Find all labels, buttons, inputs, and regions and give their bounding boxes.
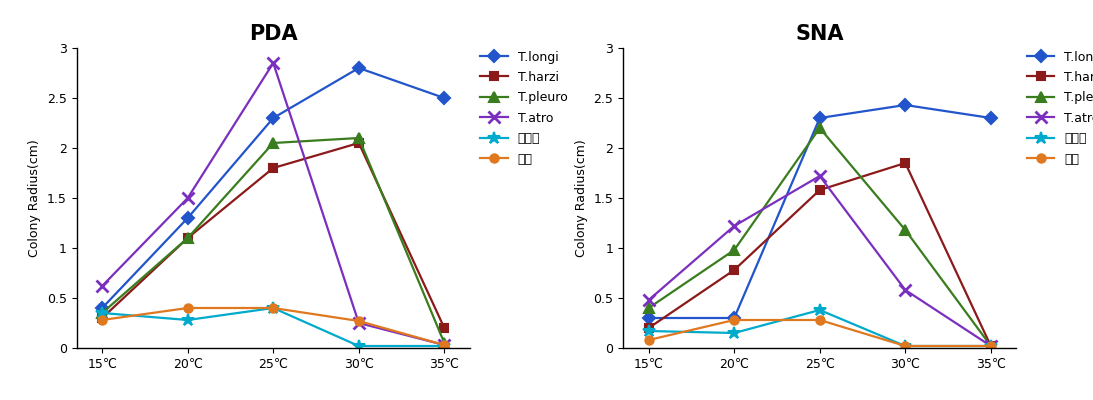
Line: T.longi: T.longi [645,101,995,322]
버들 [642,338,655,342]
T.harzi [642,326,655,330]
T.longi [352,66,365,70]
Line: T.pleuro: T.pleuro [97,133,449,348]
진버들 [181,318,195,322]
Legend: T.longi, T.harzi, T.pleuro, T.atro, 진버들, 버들: T.longi, T.harzi, T.pleuro, T.atro, 진버들,… [1024,48,1093,168]
진버들 [95,310,108,315]
버들 [267,306,280,310]
T.longi [813,116,826,120]
T.atro [728,224,741,228]
T.longi [438,96,451,100]
T.harzi [898,160,912,166]
T.pleuro [985,344,998,348]
Y-axis label: Colony Radius(cm): Colony Radius(cm) [28,139,42,257]
Line: T.atro: T.atro [643,170,997,352]
Y-axis label: Colony Radius(cm): Colony Radius(cm) [575,139,588,257]
T.pleuro [181,236,195,240]
T.atro [898,288,912,292]
T.longi [985,116,998,120]
진버들 [985,344,998,348]
T.harzi [267,166,280,170]
버들 [985,344,998,348]
진버들 [642,329,655,334]
진버들 [267,306,280,310]
T.atro [985,344,998,348]
진버들 [898,344,912,348]
T.harzi [813,188,826,192]
T.pleuro [438,340,451,345]
Line: T.longi: T.longi [98,64,448,312]
T.pleuro [95,310,108,315]
T.longi [728,316,741,320]
T.atro [642,298,655,302]
Title: SNA: SNA [796,24,844,44]
T.harzi [438,326,451,330]
T.longi [95,306,108,310]
버들 [813,318,826,322]
진버들 [813,308,826,312]
T.atro [181,196,195,200]
Legend: T.longi, T.harzi, T.pleuro, T.atro, 진버들, 버들: T.longi, T.harzi, T.pleuro, T.atro, 진버들,… [478,48,571,168]
Line: 버들: 버들 [645,316,995,350]
버들 [728,318,741,322]
Line: T.harzi: T.harzi [98,139,448,332]
T.pleuro [898,228,912,232]
T.atro [813,174,826,178]
T.pleuro [267,141,280,146]
T.pleuro [352,136,365,140]
T.longi [642,316,655,320]
Line: T.harzi: T.harzi [645,159,995,350]
Line: 진버들: 진버들 [96,302,450,352]
Title: PDA: PDA [249,24,297,44]
T.harzi [181,236,195,240]
T.atro [438,342,451,347]
버들 [181,306,195,310]
Line: 버들: 버들 [98,304,448,349]
T.pleuro [642,306,655,310]
T.longi [898,102,912,107]
버들 [95,318,108,322]
Line: T.pleuro: T.pleuro [644,123,996,351]
T.harzi [95,316,108,320]
T.harzi [352,141,365,146]
T.longi [267,116,280,120]
버들 [438,342,451,347]
진버들 [352,344,365,348]
T.atro [95,284,108,288]
T.atro [352,321,365,326]
Line: 진버들: 진버들 [643,304,997,352]
T.atro [267,60,280,65]
T.pleuro [728,248,741,252]
Line: T.atro: T.atro [96,58,450,350]
T.longi [181,216,195,220]
T.harzi [985,344,998,348]
T.pleuro [813,126,826,130]
진버들 [728,330,741,335]
버들 [352,318,365,323]
진버들 [438,344,451,348]
T.harzi [728,268,741,272]
버들 [898,344,912,348]
